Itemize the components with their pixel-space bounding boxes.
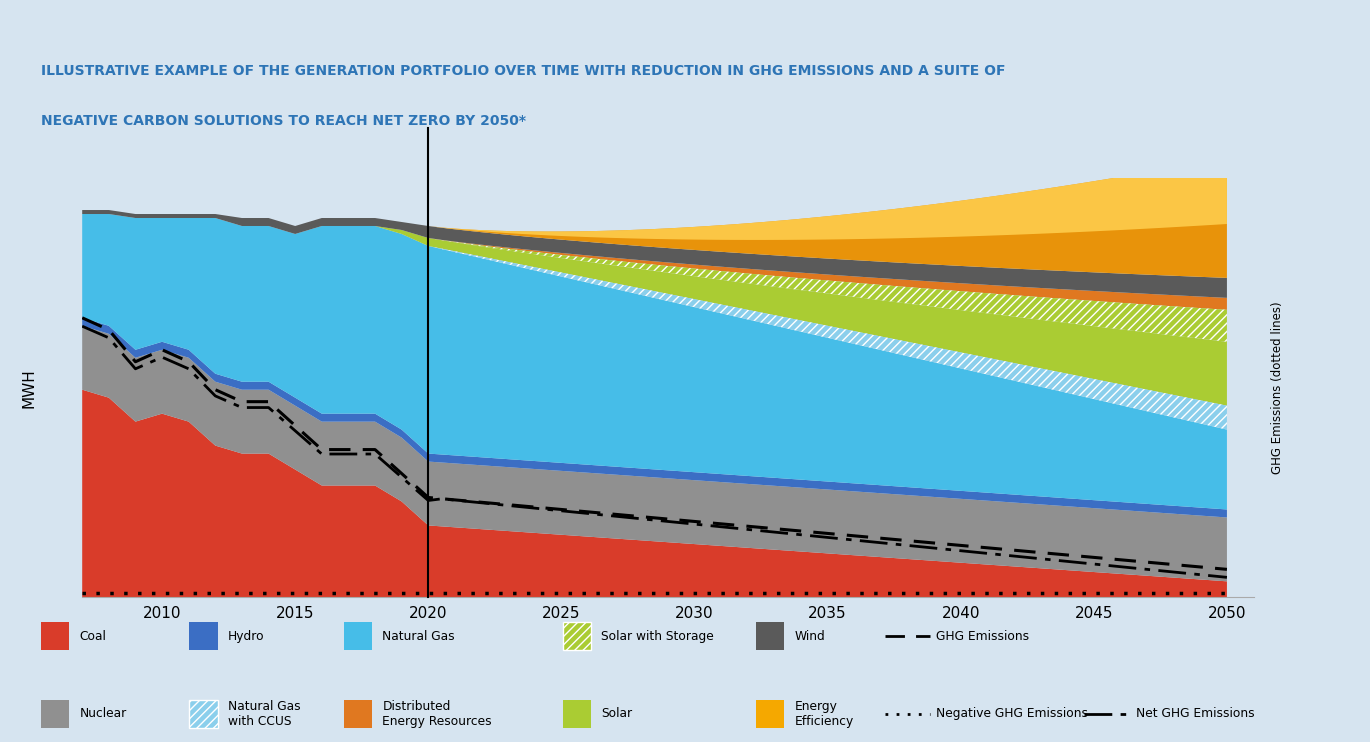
Text: Distributed
Energy Resources: Distributed Energy Resources	[382, 700, 492, 728]
Text: NEGATIVE CARBON SOLUTIONS TO REACH NET ZERO BY 2050*: NEGATIVE CARBON SOLUTIONS TO REACH NET Z…	[41, 114, 526, 128]
Text: Coal: Coal	[79, 630, 107, 643]
Bar	[756, 622, 784, 650]
Bar	[756, 700, 784, 728]
Bar	[41, 700, 70, 728]
Text: Energy
Efficiency: Energy Efficiency	[795, 700, 854, 728]
Text: Solar with Storage: Solar with Storage	[601, 630, 714, 643]
Text: Net GHG Emissions: Net GHG Emissions	[1136, 707, 1255, 720]
Text: Hydro: Hydro	[227, 630, 264, 643]
Text: MWH: MWH	[22, 368, 37, 407]
Bar	[189, 700, 218, 728]
Text: Natural Gas
with CCUS: Natural Gas with CCUS	[227, 700, 300, 728]
Text: GHG Emissions (dotted lines): GHG Emissions (dotted lines)	[1271, 301, 1284, 474]
Bar	[189, 622, 218, 650]
Bar	[563, 622, 590, 650]
Bar	[563, 700, 590, 728]
Text: GHG Emissions: GHG Emissions	[936, 630, 1029, 643]
Bar	[344, 622, 373, 650]
Bar	[344, 700, 373, 728]
Bar	[563, 622, 590, 650]
Bar	[189, 700, 218, 728]
Text: Natural Gas: Natural Gas	[382, 630, 455, 643]
Text: Solar: Solar	[601, 707, 633, 720]
Text: Negative GHG Emissions: Negative GHG Emissions	[936, 707, 1088, 720]
Text: ILLUSTRATIVE EXAMPLE OF THE GENERATION PORTFOLIO OVER TIME WITH REDUCTION IN GHG: ILLUSTRATIVE EXAMPLE OF THE GENERATION P…	[41, 65, 1006, 79]
Text: Nuclear: Nuclear	[79, 707, 127, 720]
Text: Wind: Wind	[795, 630, 825, 643]
Bar	[41, 622, 70, 650]
